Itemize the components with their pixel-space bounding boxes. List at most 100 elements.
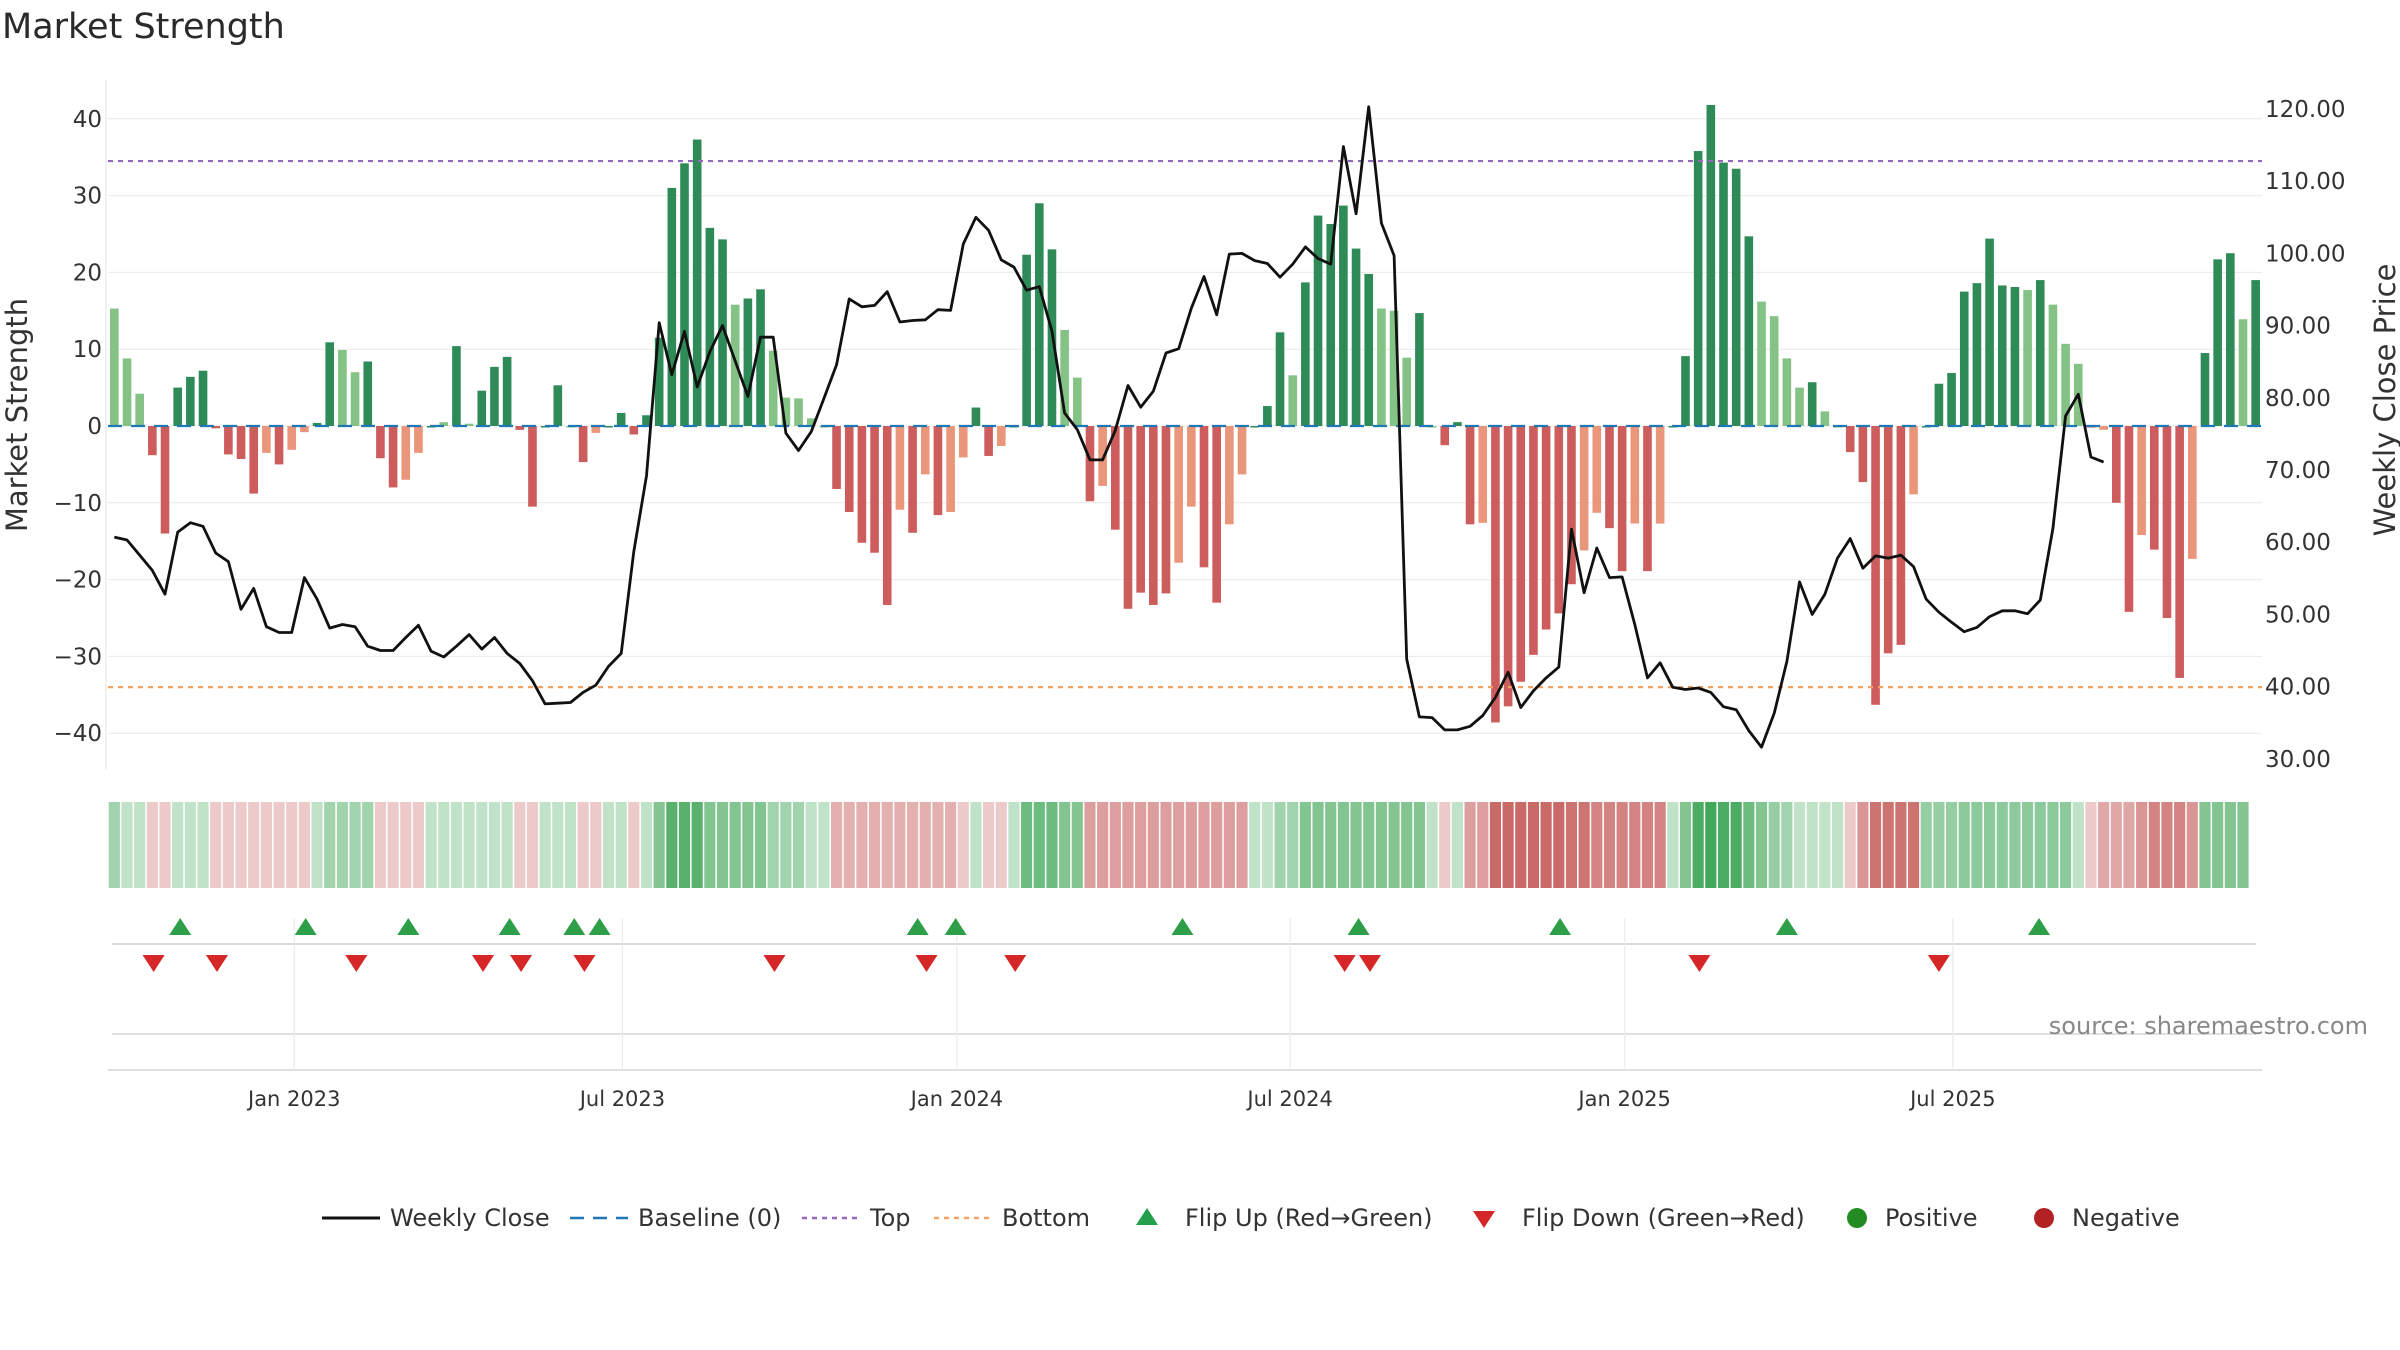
strength-bar (2213, 259, 2222, 426)
panel-cell (2136, 802, 2148, 888)
strength-bar (224, 426, 233, 455)
panel-cell (716, 802, 729, 888)
panel-cell (1515, 802, 1527, 888)
x-tick-label: Jul 2025 (1908, 1087, 1995, 1111)
panel-cell (1439, 802, 1451, 888)
strength-bar (1883, 426, 1893, 654)
panel-cell (2047, 802, 2059, 888)
panel-cell (1071, 802, 1083, 888)
panel-cell (1198, 802, 1210, 888)
panel-cell (1717, 802, 1730, 888)
weekly-close-line (113, 105, 2105, 749)
panel-cell (311, 802, 323, 888)
panel-cell (1565, 802, 1578, 888)
strength-bar (870, 426, 879, 553)
y-left-tick-label: −20 (53, 568, 102, 594)
y-right-tick-label: 30.00 (2265, 747, 2331, 773)
flip-up-marker (1775, 918, 1798, 935)
panel-cell (653, 802, 665, 888)
panel-cell (868, 802, 881, 888)
panel-cell (1920, 802, 1932, 888)
panel-cell (1641, 802, 1654, 888)
panel-cell (1021, 802, 1033, 888)
strength-bar (908, 426, 917, 533)
panel-cell (1274, 802, 1286, 888)
panel-cell (2123, 802, 2135, 888)
strength-bar (186, 376, 195, 426)
panel-cell (286, 802, 298, 888)
panel-cell (324, 802, 336, 888)
strength-bar (996, 426, 1006, 446)
strength-bar (2188, 426, 2197, 559)
flip-down-marker (915, 955, 938, 972)
panel-cell (1882, 802, 1894, 888)
legend-label: Weekly Close (390, 1204, 550, 1232)
panel-cell (1692, 802, 1704, 888)
y-left-tick-label: −30 (53, 644, 102, 670)
panel-cell (2060, 802, 2072, 888)
panel-cell (2098, 802, 2110, 888)
strength-bar (1339, 205, 1348, 426)
strength-bar (1351, 248, 1361, 426)
panel-cell (552, 802, 564, 888)
strength-bar (236, 426, 246, 460)
panel-cell (805, 802, 817, 888)
legend-label: Positive (1885, 1204, 1978, 1232)
strength-bar (1161, 426, 1171, 594)
panel-cell (1540, 802, 1552, 888)
strength-bar (1567, 426, 1576, 585)
panel-cell (1591, 802, 1603, 888)
strength-bar (781, 397, 791, 426)
panel-cell (1223, 802, 1235, 888)
panel-cell (514, 802, 526, 888)
y-right-tick-label: 50.00 (2265, 602, 2331, 628)
flip-up-marker (944, 918, 967, 935)
strength-bar (2251, 280, 2260, 426)
panel-cell (501, 802, 513, 888)
panel-cell (881, 802, 893, 888)
panel-cell (1236, 802, 1248, 888)
panel-cell (1502, 802, 1514, 888)
panel-cell (1451, 802, 1463, 888)
legend-label: Flip Up (Red→Green) (1185, 1204, 1433, 1232)
strength-bar (1516, 426, 1526, 682)
y-left-tick-label: 0 (87, 414, 102, 440)
panel-cell (2148, 802, 2160, 888)
flip-up-marker (294, 918, 317, 935)
panel-cell (678, 802, 691, 888)
y-right-tick-label: 100.00 (2265, 241, 2345, 267)
panel-cell (590, 802, 602, 888)
panel-cell (222, 802, 234, 888)
panel-cell (1211, 802, 1223, 888)
strength-bar (844, 426, 854, 513)
panel-cell (1033, 802, 1045, 888)
strength-bar (1959, 291, 1969, 426)
strength-bar (882, 426, 892, 605)
y-left-tick-label: 20 (73, 260, 102, 286)
panel-cell (830, 802, 843, 888)
panel-cell (780, 802, 792, 888)
strength-heat-panel (108, 802, 2249, 888)
strength-bar (642, 415, 651, 426)
flip-up-marker (588, 918, 611, 935)
strength-bar (958, 426, 968, 458)
strength-bar (1871, 426, 1880, 705)
panel-cell (1996, 802, 2008, 888)
y-axis-left-title: Market Strength (0, 298, 34, 532)
y-right-tick-label: 120.00 (2265, 97, 2345, 123)
strength-bar (477, 390, 487, 426)
strength-bar (1123, 426, 1133, 609)
panel-cell (1249, 802, 1261, 888)
panel-cell (932, 802, 944, 888)
strength-bar (1693, 151, 1703, 426)
flip-down-marker (1004, 955, 1027, 972)
strength-bar (1149, 426, 1158, 605)
panel-cell (945, 802, 957, 888)
flip-up-marker (2027, 918, 2050, 935)
strength-bar (1934, 383, 1944, 426)
strength-bar (971, 407, 981, 426)
strength-bar (1212, 426, 1221, 603)
strength-bar (439, 422, 449, 426)
panel-cell (907, 802, 919, 888)
panel-cell (1375, 802, 1387, 888)
